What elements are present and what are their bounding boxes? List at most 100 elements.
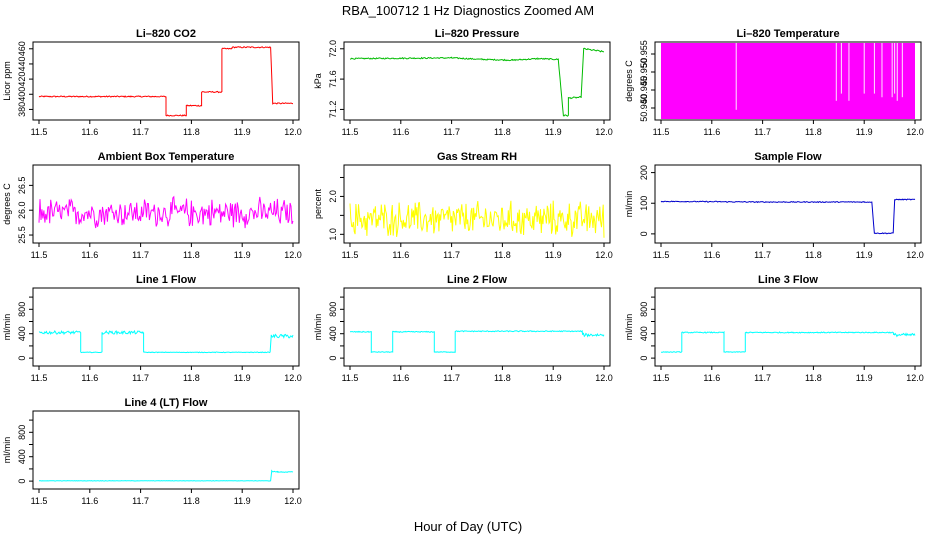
panel-title: Line 4 (LT) Flow — [125, 397, 208, 409]
y-tick-label: 71.6 — [328, 70, 338, 88]
data-series — [661, 43, 915, 119]
series-line — [349, 47, 604, 117]
x-tick-label: 11.8 — [805, 373, 822, 383]
y-tick-label: 400 — [17, 87, 27, 102]
plot-frame — [343, 41, 611, 121]
y-tick-label: 26.0 — [17, 201, 27, 219]
x-tick-label: 11.9 — [856, 250, 873, 260]
x-tick-label: 11.9 — [545, 127, 562, 137]
y-tick-label: 800 — [17, 302, 27, 317]
y-axis-label: ml/min — [2, 437, 12, 464]
x-tick-label: 11.9 — [856, 127, 873, 137]
panel-title: Li–820 CO2 — [136, 28, 196, 40]
y-tick-label: 400 — [639, 326, 649, 341]
x-tick-label: 11.5 — [653, 250, 670, 260]
x-tick-label: 11.5 — [31, 496, 48, 506]
panel-9: Line 3 Flow ml/min 11.5 11.6 11.7 11.8 11.9 12.… — [624, 274, 924, 383]
y-tick-label: 400 — [17, 326, 27, 341]
data-series — [660, 198, 916, 235]
y-tick-label: 26.5 — [17, 177, 27, 195]
x-tick-label: 12.0 — [284, 496, 302, 506]
x-tick-label: 11.6 — [703, 373, 720, 383]
x-tick-label: 11.5 — [342, 373, 359, 383]
x-tick-label: 11.6 — [81, 496, 98, 506]
x-tick-label: 11.7 — [132, 250, 149, 260]
panel-2: Li–820 Pressure kPa 11.5 11.6 11.7 11.8 11.9 12… — [313, 28, 613, 137]
plot-frame — [32, 287, 300, 367]
x-tick-label: 12.0 — [906, 127, 924, 137]
x-tick-label: 11.5 — [653, 127, 670, 137]
x-tick-label: 11.7 — [132, 373, 149, 383]
panel-6: Sample Flow ml/min 11.5 11.6 11.7 11.8 11.9 12.… — [624, 151, 924, 260]
y-tick-label: 400 — [328, 326, 338, 341]
x-tick-label: 11.7 — [132, 496, 149, 506]
y-tick-label: 200 — [639, 165, 649, 180]
y-tick-label: 800 — [639, 302, 649, 317]
series-fill — [661, 43, 915, 119]
y-tick-label: 50.945 — [639, 76, 649, 104]
x-tick-label: 11.6 — [81, 250, 98, 260]
y-tick-label: 100 — [639, 196, 649, 211]
x-tick-label: 12.0 — [595, 373, 613, 383]
panel-title: Line 2 Flow — [447, 274, 507, 286]
x-tick-label: 11.7 — [132, 127, 149, 137]
y-tick-label: 50.955 — [639, 40, 649, 68]
x-tick-label: 12.0 — [284, 250, 302, 260]
y-tick-label: 72.0 — [328, 40, 338, 58]
x-tick-label: 11.6 — [703, 127, 720, 137]
y-axis-label: degrees C — [2, 183, 12, 225]
x-tick-label: 12.0 — [284, 127, 302, 137]
series-line — [38, 46, 293, 117]
y-axis-label: ml/min — [624, 314, 634, 341]
y-tick-label: 2.0 — [328, 190, 338, 203]
data-series — [349, 329, 605, 354]
y-tick-label: 50.950 — [639, 58, 649, 86]
x-tick-label: 11.8 — [183, 127, 200, 137]
x-axis-label: Hour of Day (UTC) — [414, 519, 522, 534]
y-tick-label: 0 — [328, 356, 338, 361]
y-tick-label: 400 — [17, 449, 27, 464]
y-axis-label: Licor ppm — [2, 61, 12, 101]
panel-7: Line 1 Flow ml/min 11.5 11.6 11.7 11.8 11.9 12.… — [2, 274, 302, 383]
y-tick-label: 71.2 — [328, 101, 338, 119]
data-series — [38, 195, 294, 229]
plot-frame — [32, 41, 300, 121]
x-tick-label: 11.6 — [392, 250, 409, 260]
x-tick-label: 11.9 — [545, 373, 562, 383]
panel-10: Line 4 (LT) Flow ml/min 11.5 11.6 11.7 11.8 11… — [2, 397, 302, 506]
panels: Li–820 CO2 Licor ppm 11.5 11.6 11.7 11.8 11.9 1… — [2, 28, 924, 506]
panel-title: Sample Flow — [754, 151, 822, 163]
x-tick-label: 11.8 — [183, 496, 200, 506]
data-series — [349, 200, 605, 238]
plot-frame — [343, 164, 611, 244]
panel-8: Line 2 Flow ml/min 11.5 11.6 11.7 11.8 11.9 12.… — [313, 274, 613, 383]
panel-title: Ambient Box Temperature — [98, 151, 235, 163]
x-tick-label: 11.7 — [754, 127, 771, 137]
panel-5: Gas Stream RH percent 11.5 11.6 11.7 11.8 11.9… — [313, 151, 613, 260]
y-tick-label: 0 — [639, 356, 649, 361]
figure-title: RBA_100712 1 Hz Diagnostics Zoomed AM — [342, 3, 594, 18]
series-line — [38, 329, 294, 354]
x-tick-label: 11.9 — [856, 373, 873, 383]
panel-title: Gas Stream RH — [437, 151, 517, 163]
x-tick-label: 11.6 — [703, 250, 720, 260]
x-tick-label: 11.7 — [443, 250, 460, 260]
y-tick-label: 380 — [17, 102, 27, 117]
y-tick-label: 50.940 — [639, 94, 649, 122]
y-axis-label: degrees C — [624, 60, 634, 102]
x-tick-label: 12.0 — [906, 250, 924, 260]
x-tick-label: 11.5 — [342, 127, 359, 137]
x-tick-label: 11.5 — [31, 373, 48, 383]
panel-title: Line 1 Flow — [136, 274, 196, 286]
plot-frame — [654, 41, 922, 121]
x-tick-label: 11.8 — [183, 250, 200, 260]
x-tick-label: 11.9 — [234, 373, 251, 383]
panel-title: Li–820 Temperature — [736, 28, 839, 40]
data-series — [38, 46, 293, 117]
series-line — [349, 329, 605, 354]
data-series — [39, 469, 294, 482]
y-tick-label: 1.0 — [328, 228, 338, 241]
panel-4: Ambient Box Temperature degrees C 11.5 11.6… — [2, 151, 302, 260]
y-tick-label: 0 — [639, 231, 649, 236]
